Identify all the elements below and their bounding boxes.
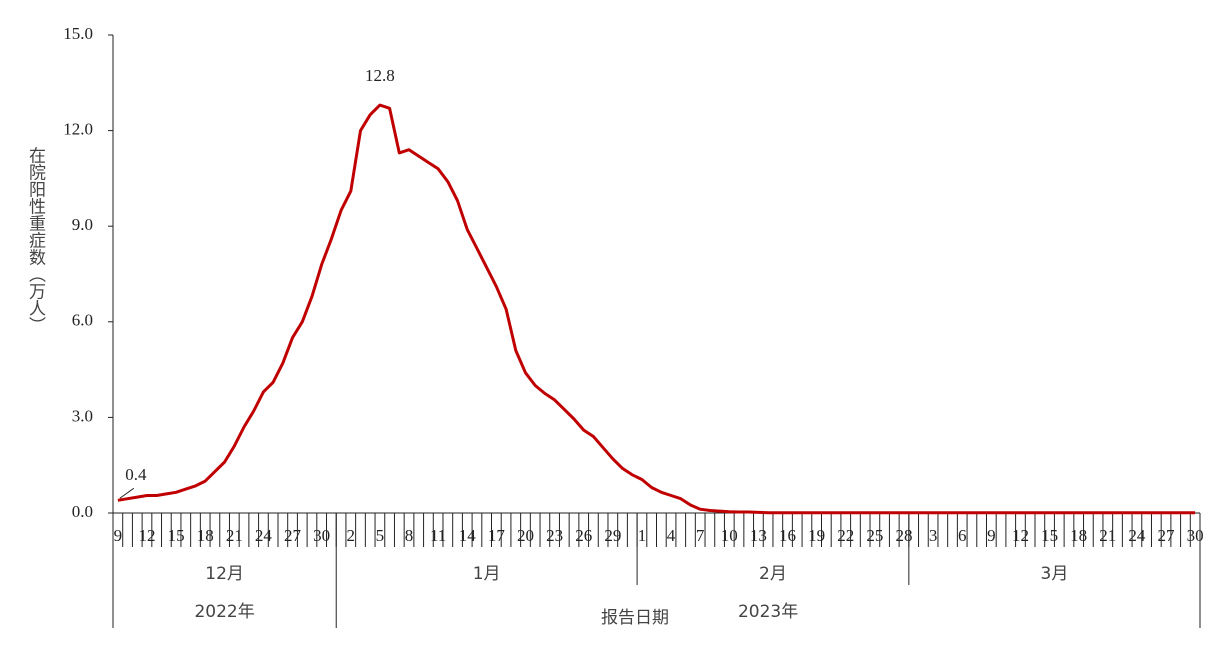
x-tick-label: 15 bbox=[1041, 526, 1058, 545]
x-tick-label: 2 bbox=[347, 526, 356, 545]
month-label: 3月 bbox=[1041, 564, 1069, 584]
x-tick-label: 17 bbox=[488, 526, 506, 545]
x-tick-label: 21 bbox=[1099, 526, 1116, 545]
year-label: 2022年 bbox=[194, 602, 254, 622]
x-tick-label: 1 bbox=[638, 526, 647, 545]
month-label: 2月 bbox=[759, 564, 787, 584]
x-tick-label: 9 bbox=[987, 526, 996, 545]
x-tick-label: 19 bbox=[808, 526, 825, 545]
x-tick-label: 22 bbox=[837, 526, 854, 545]
y-tick-label: 9.0 bbox=[72, 215, 93, 234]
x-tick-label: 30 bbox=[313, 526, 330, 545]
data-label: 12.8 bbox=[365, 66, 395, 85]
x-tick-label: 12 bbox=[1012, 526, 1029, 545]
data-line bbox=[117, 103, 1196, 515]
leader-line bbox=[119, 487, 135, 499]
x-tick-label: 15 bbox=[168, 526, 185, 545]
x-tick-label: 29 bbox=[604, 526, 621, 545]
x-tick-label: 18 bbox=[1070, 526, 1087, 545]
x-tick-label: 28 bbox=[895, 526, 912, 545]
x-tick-label: 20 bbox=[517, 526, 534, 545]
x-tick-label: 8 bbox=[405, 526, 414, 545]
y-tick-label: 0.0 bbox=[72, 502, 93, 521]
y-axis-title: 在院阳性重症数（万人） bbox=[25, 146, 46, 333]
x-tick-label: 11 bbox=[430, 526, 446, 545]
x-tick-label: 27 bbox=[284, 526, 302, 545]
x-tick-label: 5 bbox=[376, 526, 385, 545]
y-tick-label: 15.0 bbox=[63, 24, 93, 43]
x-tick-label: 24 bbox=[255, 526, 273, 545]
month-label: 12月 bbox=[205, 564, 244, 584]
x-tick-label: 7 bbox=[696, 526, 705, 545]
data-label: 0.4 bbox=[125, 465, 147, 484]
x-tick-label: 12 bbox=[138, 526, 155, 545]
x-tick-label: 30 bbox=[1187, 526, 1204, 545]
x-tick-label: 13 bbox=[750, 526, 767, 545]
y-tick-label: 3.0 bbox=[72, 406, 93, 425]
year-label: 2023年 bbox=[738, 602, 798, 622]
x-tick-label: 16 bbox=[779, 526, 796, 545]
x-tick-label: 27 bbox=[1158, 526, 1176, 545]
x-axis-title: 报告日期 bbox=[601, 608, 669, 628]
y-tick-label: 12.0 bbox=[63, 120, 93, 139]
x-tick-label: 6 bbox=[958, 526, 967, 545]
x-tick-label: 4 bbox=[667, 526, 676, 545]
x-tick-label: 14 bbox=[459, 526, 477, 545]
x-tick-label: 3 bbox=[929, 526, 938, 545]
x-tick-label: 9 bbox=[114, 526, 123, 545]
month-label: 1月 bbox=[473, 564, 501, 584]
x-tick-label: 21 bbox=[226, 526, 243, 545]
x-tick-label: 10 bbox=[721, 526, 738, 545]
y-tick-label: 6.0 bbox=[72, 311, 93, 330]
x-tick-label: 25 bbox=[866, 526, 883, 545]
x-tick-label: 23 bbox=[546, 526, 563, 545]
x-tick-label: 26 bbox=[575, 526, 592, 545]
x-tick-label: 24 bbox=[1128, 526, 1146, 545]
x-tick-label: 18 bbox=[197, 526, 214, 545]
